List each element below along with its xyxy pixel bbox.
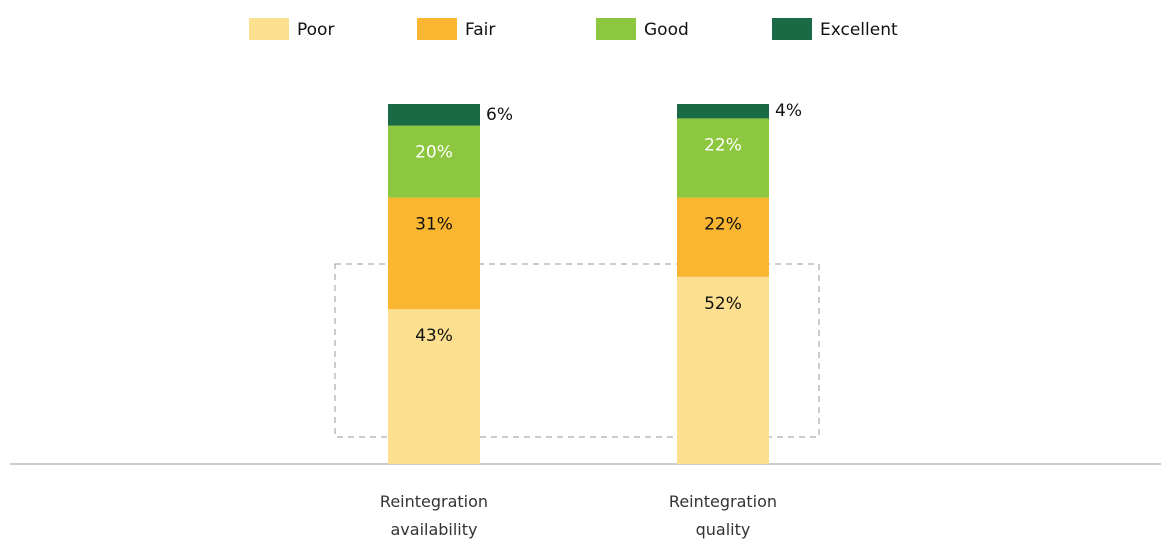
category-label: Reintegration quality — [668, 492, 778, 539]
legend-label: Excellent — [820, 20, 898, 40]
data-label: 22% — [704, 135, 742, 155]
data-label: 22% — [704, 215, 742, 235]
data-label: 4% — [775, 101, 802, 121]
data-label: 31% — [415, 215, 453, 235]
bar-segment — [388, 104, 480, 126]
bar-segment — [388, 197, 480, 310]
bar-segment — [388, 309, 480, 464]
bar-segment — [677, 276, 769, 464]
legend-swatch — [596, 18, 636, 40]
legend-swatch — [417, 18, 457, 40]
data-label: 6% — [486, 105, 513, 125]
bar-segment — [388, 125, 480, 198]
highlight-box — [334, 263, 820, 438]
legend-label: Fair — [465, 20, 495, 40]
data-label: 52% — [704, 294, 742, 314]
legend-label: Good — [644, 20, 689, 40]
bar-segment — [677, 118, 769, 198]
bar-segment — [677, 104, 769, 119]
category-label: Reintegration availability — [379, 492, 489, 539]
bar-segment — [677, 197, 769, 277]
legend-swatch — [772, 18, 812, 40]
legend-swatch — [249, 18, 289, 40]
data-label: 43% — [415, 326, 453, 346]
data-label: 20% — [415, 143, 453, 163]
legend-label: Poor — [297, 20, 334, 40]
